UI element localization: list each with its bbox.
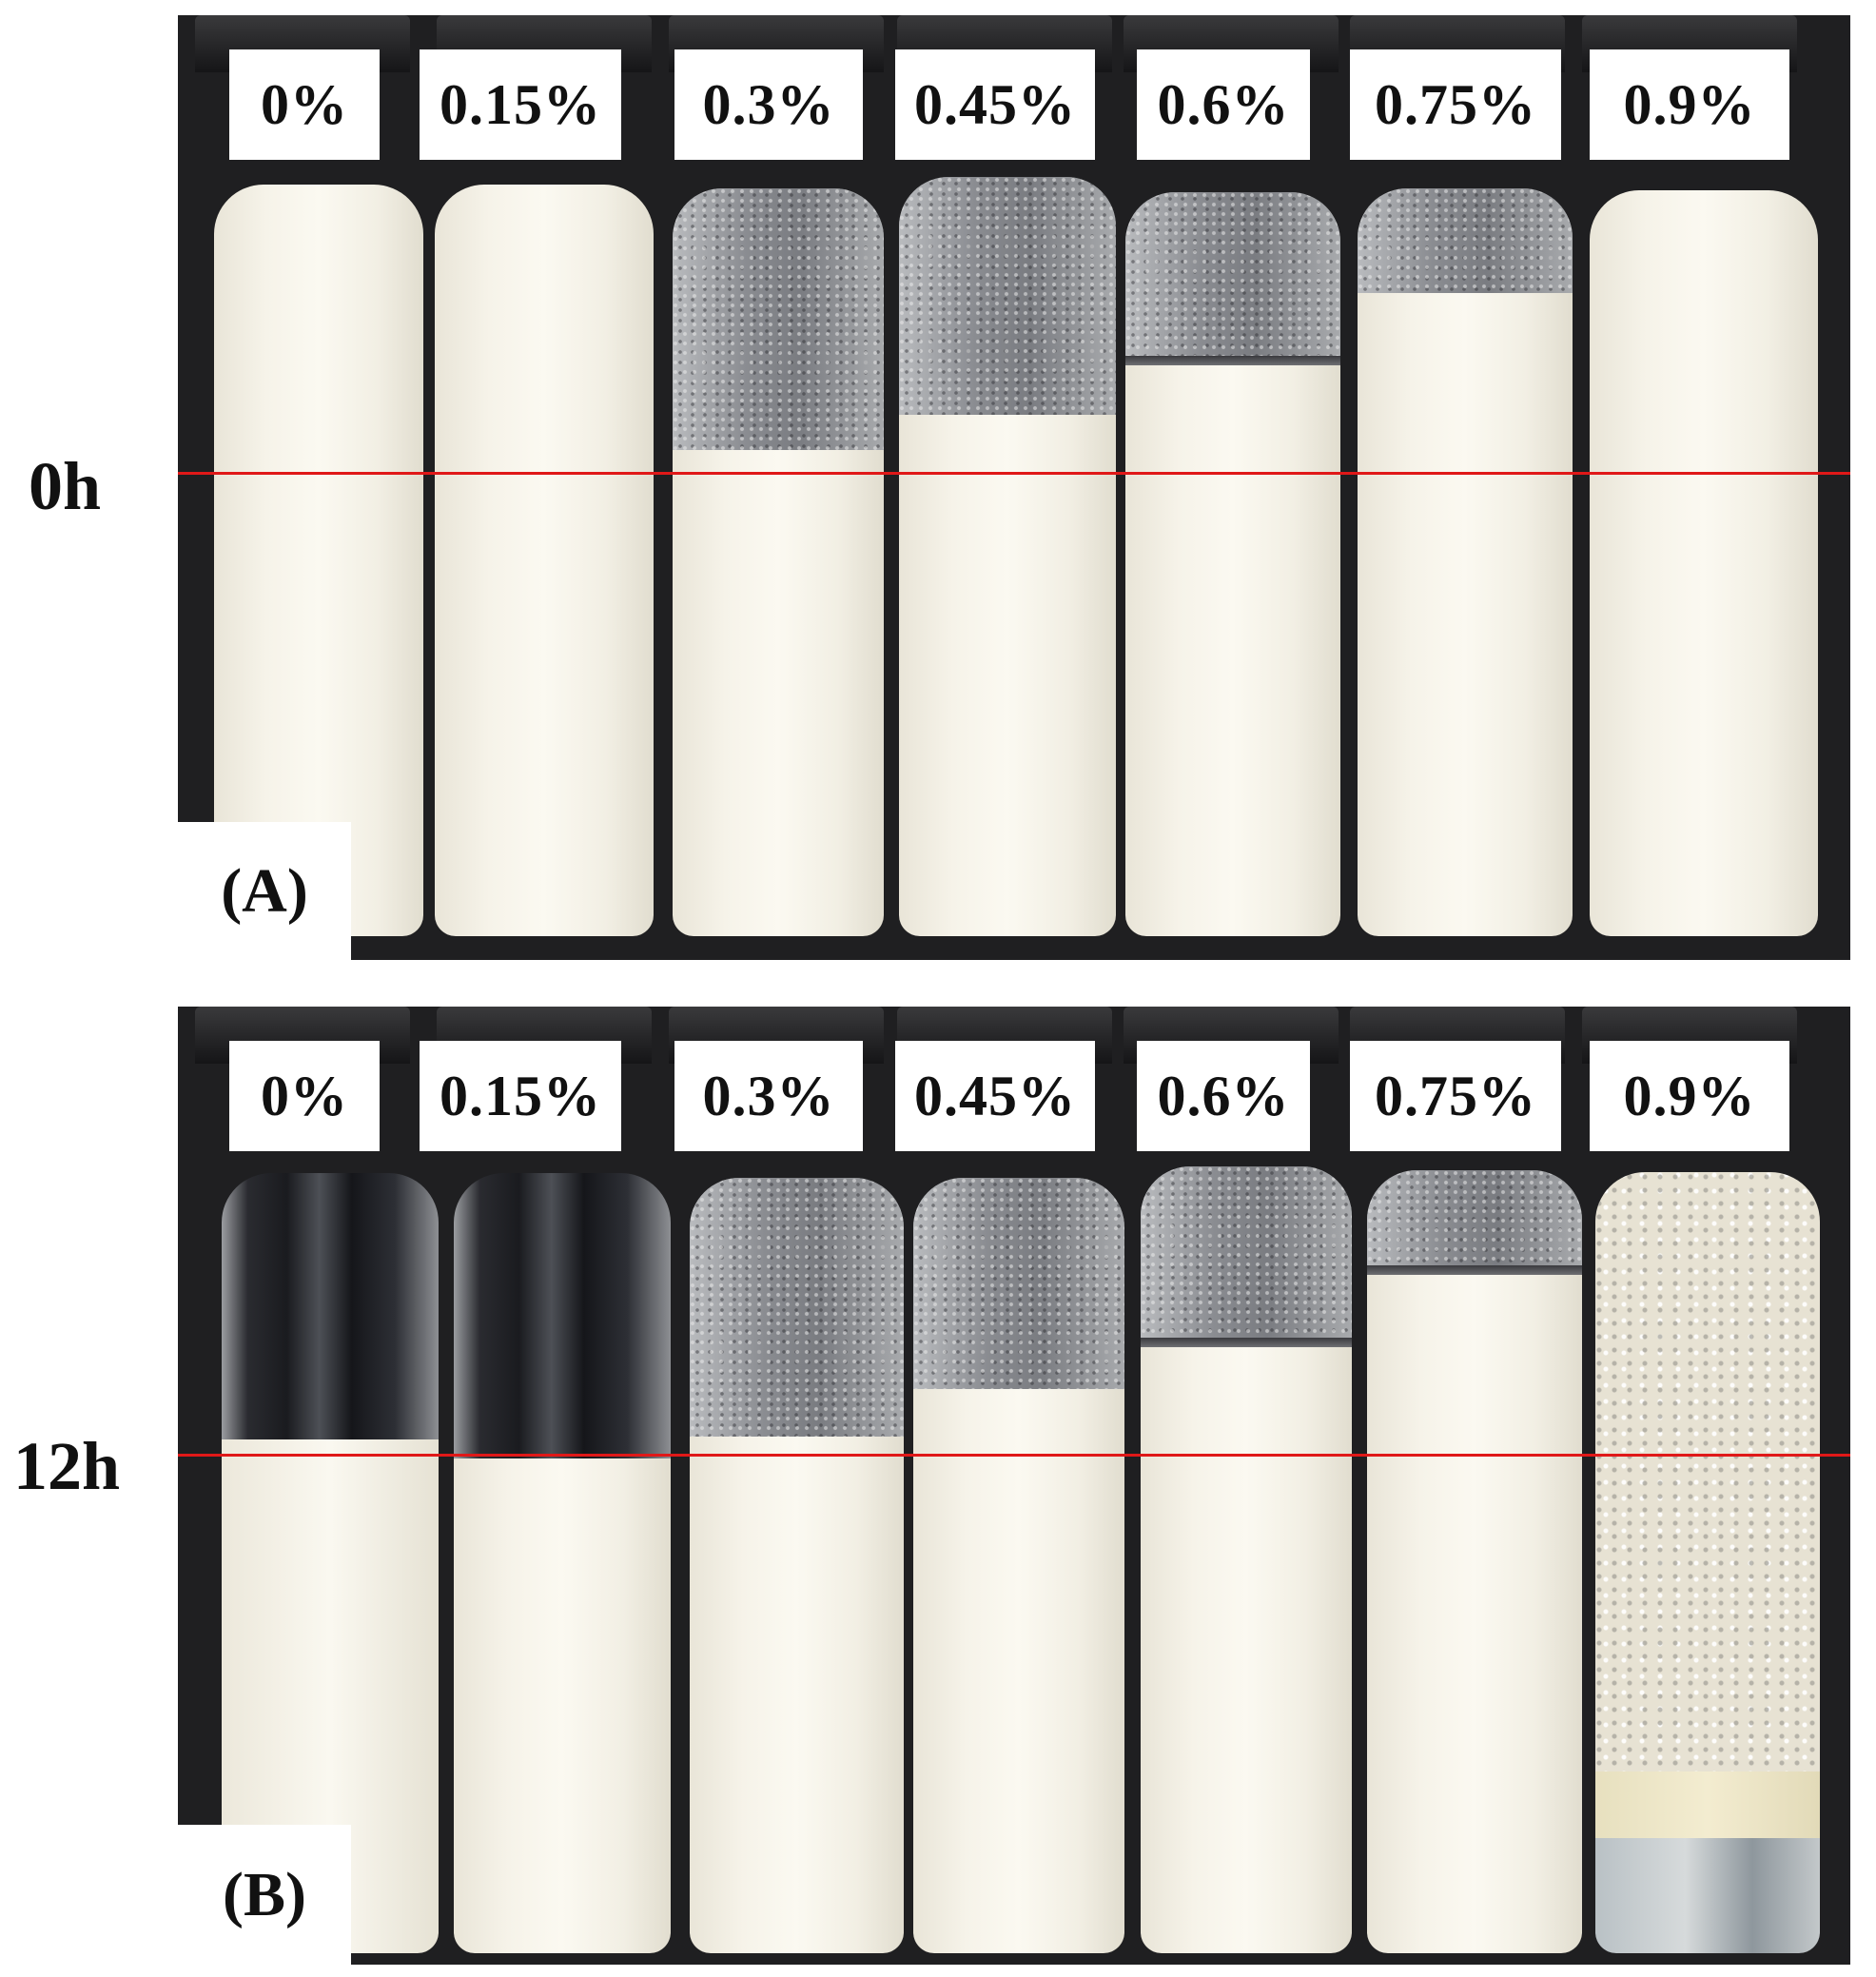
concentration-label: 0.3%: [674, 1041, 863, 1151]
concentration-label: 0.9%: [1590, 1041, 1789, 1151]
vial-b-5: [1367, 1170, 1582, 1953]
reference-line: [178, 1454, 1850, 1457]
concentration-label: 0.75%: [1350, 1041, 1561, 1151]
vial-b-2: [690, 1178, 904, 1953]
concentration-label: 0%: [229, 1041, 380, 1151]
panel-a-photo: 0% 0.15% 0.3% 0.45% 0.6% 0.75% 0.9%: [178, 15, 1850, 960]
vial-b-0: [222, 1173, 439, 1953]
vial-a-3: [899, 177, 1116, 936]
vial-a-6: [1590, 190, 1818, 936]
vial-b-1: [454, 1173, 671, 1953]
vial-b-6: [1595, 1172, 1820, 1953]
reference-line: [178, 472, 1850, 475]
vial-a-1: [435, 185, 654, 936]
concentration-label: 0%: [229, 49, 380, 160]
vial-a-4: [1125, 192, 1340, 936]
time-label-0h: 0h: [29, 448, 102, 524]
concentration-label: 0.9%: [1590, 49, 1789, 160]
panel-b-photo: 0% 0.15% 0.3% 0.45% 0.6% 0.75% 0.9%: [178, 1007, 1850, 1965]
vial-a-5: [1358, 188, 1573, 936]
concentration-label: 0.3%: [674, 49, 863, 160]
concentration-label: 0.6%: [1137, 49, 1310, 160]
vial-b-3: [913, 1178, 1124, 1953]
panel-tag-a: (A): [178, 822, 351, 960]
panel-tag-b: (B): [178, 1825, 351, 1965]
vial-b-4: [1141, 1166, 1352, 1953]
concentration-label: 0.6%: [1137, 1041, 1310, 1151]
concentration-label: 0.15%: [420, 1041, 621, 1151]
vial-a-0: [214, 185, 423, 936]
concentration-label: 0.45%: [895, 1041, 1095, 1151]
concentration-label: 0.45%: [895, 49, 1095, 160]
concentration-label: 0.15%: [420, 49, 621, 160]
concentration-label: 0.75%: [1350, 49, 1561, 160]
vial-a-2: [673, 188, 884, 936]
time-label-12h: 12h: [13, 1428, 121, 1504]
